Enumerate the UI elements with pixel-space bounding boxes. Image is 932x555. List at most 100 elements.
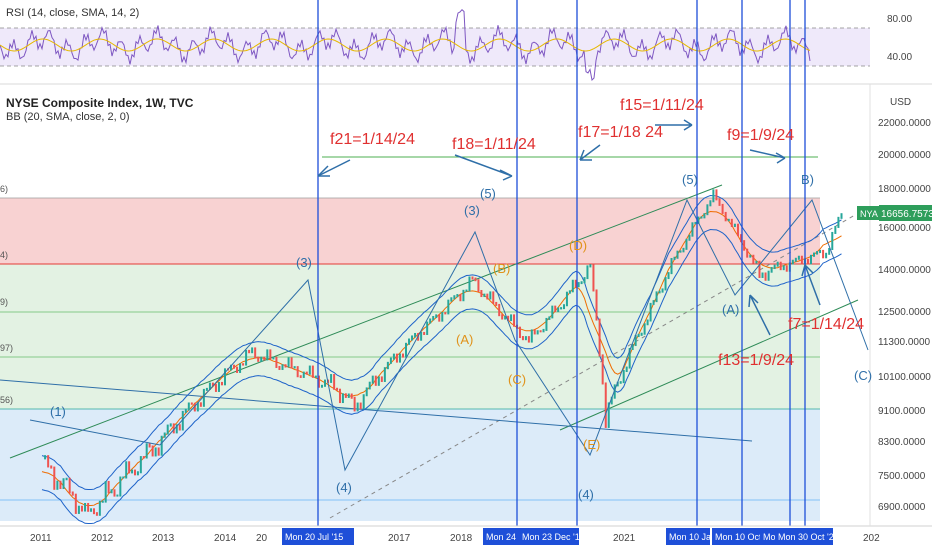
price-candle — [293, 366, 296, 369]
currency-label: USD — [890, 97, 912, 108]
price-candle — [398, 353, 401, 363]
price-candle — [598, 318, 601, 357]
zone-green — [0, 264, 820, 409]
price-candle — [755, 260, 758, 264]
price-candle — [652, 300, 655, 305]
price-candle — [405, 342, 408, 358]
wave-label-orange: (E) — [583, 437, 601, 452]
price-candle — [353, 396, 356, 412]
price-candle — [721, 203, 724, 214]
price-candle — [251, 347, 254, 354]
y-tick-label: 10100.0000 — [878, 372, 931, 383]
price-candle — [68, 477, 71, 494]
price-candle — [324, 379, 327, 387]
last-price-symbol: NYA — [860, 209, 878, 219]
price-candle — [712, 189, 715, 203]
price-candle — [601, 354, 604, 385]
price-candle — [468, 276, 471, 292]
wave-label: (5) — [480, 186, 496, 201]
price-candle — [350, 393, 353, 399]
price-candle — [715, 189, 718, 201]
price-candle — [84, 502, 87, 512]
price-candle — [139, 456, 142, 474]
price-candle — [95, 512, 98, 516]
price-candle — [746, 248, 749, 258]
price-candle — [205, 387, 208, 391]
price-candle — [658, 290, 661, 294]
price-candle — [589, 264, 592, 268]
price-candle — [703, 213, 706, 219]
price-candle — [646, 319, 649, 326]
red-annotation: f7=1/14/24 — [788, 316, 865, 333]
price-candle — [214, 384, 217, 392]
price-candle — [426, 321, 429, 335]
price-candle — [53, 466, 56, 490]
price-candle — [679, 250, 682, 253]
price-candle — [595, 289, 598, 321]
price-candle — [160, 435, 163, 456]
price-candle — [513, 314, 516, 327]
wave-label: (A) — [722, 302, 740, 317]
price-candle — [806, 258, 809, 265]
price-candle — [136, 471, 139, 476]
price-candle — [834, 225, 837, 234]
price-candle — [281, 364, 284, 370]
wave-label: (1) — [50, 404, 66, 419]
fib-level-label: 56) — [0, 395, 14, 405]
rsi-tick-40: 40.00 — [887, 52, 912, 63]
y-tick-label: 8300.0000 — [878, 437, 926, 448]
price-candle — [59, 480, 62, 489]
price-candle — [489, 291, 492, 300]
price-candle — [344, 393, 347, 398]
price-candle — [670, 258, 673, 275]
price-candle — [700, 216, 703, 219]
price-candle — [655, 291, 658, 303]
price-candle — [730, 218, 733, 227]
y-tick-label: 16000.0000 — [878, 223, 931, 234]
wave-label-orange: (C) — [508, 372, 527, 387]
price-candle — [432, 316, 435, 321]
price-candle — [308, 365, 311, 375]
price-candle — [682, 247, 685, 253]
date-vertical-lines — [317, 0, 806, 526]
price-candle — [688, 234, 691, 241]
price-candle — [266, 349, 269, 361]
date-marker-label: Mon 20 Jul '15 — [285, 532, 343, 542]
price-candle — [166, 424, 169, 435]
price-candle — [628, 347, 631, 369]
price-candle — [504, 315, 507, 320]
price-candle — [380, 376, 383, 382]
price-candle — [536, 330, 539, 335]
price-candle — [239, 363, 242, 373]
price-candle — [828, 247, 831, 255]
price-candle — [356, 402, 359, 412]
price-candle — [263, 356, 266, 361]
price-candle — [727, 218, 730, 222]
price-candle — [577, 282, 580, 288]
price-candle — [359, 402, 362, 410]
price-candle — [248, 349, 251, 354]
price-candle — [287, 357, 290, 368]
price-candle — [649, 302, 652, 322]
price-candle — [190, 402, 193, 405]
price-candle — [816, 251, 819, 255]
price-candle — [813, 252, 816, 257]
x-tick-label: 2017 — [388, 533, 411, 544]
price-candle — [374, 375, 377, 386]
price-candle — [571, 279, 574, 293]
price-candle — [65, 477, 68, 481]
price-candle — [607, 402, 610, 428]
fib-level-label: 97) — [0, 343, 14, 353]
price-candle — [483, 293, 486, 298]
x-tick-label: 2021 — [613, 533, 636, 544]
y-tick-label: 22000.0000 — [878, 118, 931, 129]
price-candle — [296, 366, 299, 378]
wave-label: (5) — [682, 172, 698, 187]
price-candle — [837, 216, 840, 228]
price-candle — [557, 307, 560, 313]
price-candle — [208, 382, 211, 390]
price-candle — [776, 261, 779, 267]
price-candle — [697, 216, 700, 224]
y-tick-label: 20000.0000 — [878, 150, 931, 161]
